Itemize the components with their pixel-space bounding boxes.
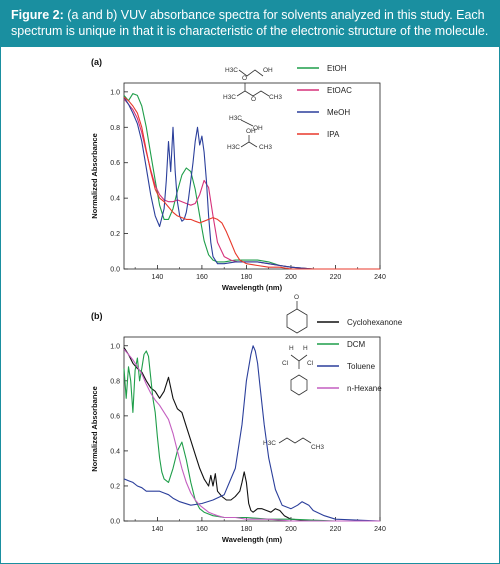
hexane-structure [278,437,312,444]
panel-b-y-tick-label: 0.8 [110,378,120,385]
panel-a-series-line-etoac [123,98,380,270]
ipa-label-3: CH3 [259,144,272,151]
panel-a-legend-label-etoac: EtOAC [327,86,352,95]
panel-a-y-tick-label: 1.0 [110,89,120,96]
etoac-structure [236,83,270,97]
panel-b-legend-label-cyclohexanone: Cyclohexanone [347,318,403,327]
panel-a-x-tick-label: 180 [241,274,253,281]
panel-b-y-tick-label: 1.0 [110,343,120,350]
dcm-label-3: Cl [282,360,289,367]
panel-a-x-tick-label: 140 [152,274,164,281]
panel-a-x-axis-label: Wavelength (nm) [222,283,283,292]
cyclohexanone-label: O [294,294,299,301]
etoac-label-4: CH3 [269,94,282,101]
panel-a-y-tick-label: 0.4 [110,196,120,203]
panel-a-x-tick-label: 240 [374,274,386,281]
panel-b-x-tick-label: 220 [330,526,342,533]
panel-a-x-tick-label: 160 [196,274,208,281]
ipa-structure [240,135,258,148]
panel-b-legend-label-dcm: DCM [347,340,366,349]
panel-b-series-line-dcm [123,350,380,522]
panel-b-y-axis-label: Normalized Absorbance [90,386,99,472]
panel-b-y-tick-label: 0.0 [110,519,120,526]
panel-a-series-line-meoh [123,96,380,270]
panel-a-x-tick-label: 220 [330,274,342,281]
panel-a-legend-label-ipa: IPA [327,130,340,139]
panel-b-series-line-n-hexane [123,348,380,522]
panel-b-y-tick-label: 0.4 [110,448,120,455]
panel-a-plot-frame [123,82,381,270]
panel-a-legend-label-meoh: MeOH [327,108,350,117]
dcm-structure [290,354,308,369]
etoh-structure [238,69,264,77]
panel-a-y-axis-label: Normalized Absorbance [90,133,99,219]
hexane-label-2: CH3 [311,444,324,451]
panel-b-series-line-toluene [123,345,381,522]
caption-label: Figure 2: [11,8,64,22]
etoh-label-1: H3C [225,67,238,74]
panel-a-x-tick-label: 200 [285,274,297,281]
meoh-label-2: OH [253,125,263,132]
dcm-label-2: H [303,345,308,352]
spectra-figure: H3C OH O H3C O CH3 H3C OH OH H3C CH3 O H… [90,57,403,544]
ipa-label-1: OH [246,128,256,135]
panel-a-structures [236,69,270,148]
panel-b-structures [278,301,312,444]
panel-b-label: (b) [91,311,103,321]
panel-a-series-line-ipa [123,96,380,270]
meoh-structure [240,119,254,127]
toluene-structure [290,374,308,396]
panel-b-x-tick-label: 180 [241,526,253,533]
panel-b-y-tick-label: 0.6 [110,413,120,420]
hexane-label-1: H3C [263,440,276,447]
panel-a-y-tick-label: 0.6 [110,160,120,167]
panel-a-legend-label-etoh: EtOH [327,64,347,73]
panel-b-series-line-cyclohexanone [123,347,380,522]
panel-b-legend-label-toluene: Toluene [347,362,376,371]
panel-b-x-tick-label: 200 [285,526,297,533]
panel-b-x-tick-label: 140 [152,526,164,533]
panel-a-label: (a) [91,57,102,67]
panel-b-plot-frame [123,336,381,522]
cyclohexanone-structure [286,308,308,334]
panel-b-x-axis-label: Wavelength (nm) [222,535,283,544]
panel-b-y-tick-label: 0.2 [110,483,120,490]
dcm-label-1: H [289,345,294,352]
panel-a-series-line-etoh [123,93,380,270]
caption-text: (a and b) VUV absorbance spectra for sol… [11,8,489,38]
etoac-label-2: H3C [223,94,236,101]
ipa-label-2: H3C [227,144,240,151]
panel-b-x-tick-label: 240 [374,526,386,533]
etoac-label-1: O [242,75,247,82]
figure-caption: Figure 2: (a and b) VUV absorbance spect… [1,1,499,47]
meoh-label-1: H3C [229,115,242,122]
panel-a-y-tick-label: 0.8 [110,125,120,132]
panel-a-y-tick-label: 0.0 [110,267,120,274]
etoac-label-3: O [251,96,256,103]
panel-a-y-tick-label: 0.2 [110,231,120,238]
panel-b-x-tick-label: 160 [196,526,208,533]
panel-b-legend-label-n-hexane: n-Hexane [347,384,382,393]
dcm-label-4: Cl [307,360,314,367]
etoh-label-2: OH [263,67,273,74]
